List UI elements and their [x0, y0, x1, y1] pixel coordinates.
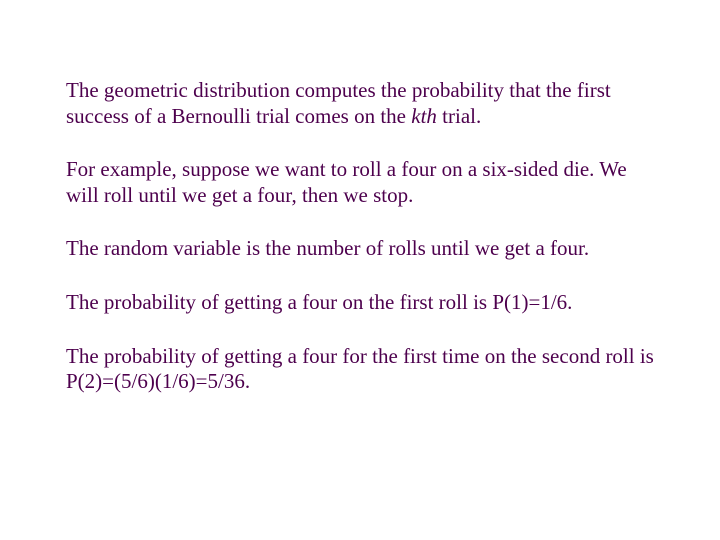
text-intro-a: The geometric distribution computes the …: [66, 78, 611, 128]
paragraph-prob-first: The probability of getting a four on the…: [66, 290, 654, 316]
paragraph-intro: The geometric distribution computes the …: [66, 78, 654, 129]
text-intro-b: trial.: [437, 104, 481, 128]
paragraph-prob-second: The probability of getting a four for th…: [66, 344, 654, 395]
paragraph-example: For example, suppose we want to roll a f…: [66, 157, 654, 208]
paragraph-random-variable: The random variable is the number of rol…: [66, 236, 654, 262]
slide-content: The geometric distribution computes the …: [0, 0, 720, 540]
text-kth: kth: [411, 104, 437, 128]
